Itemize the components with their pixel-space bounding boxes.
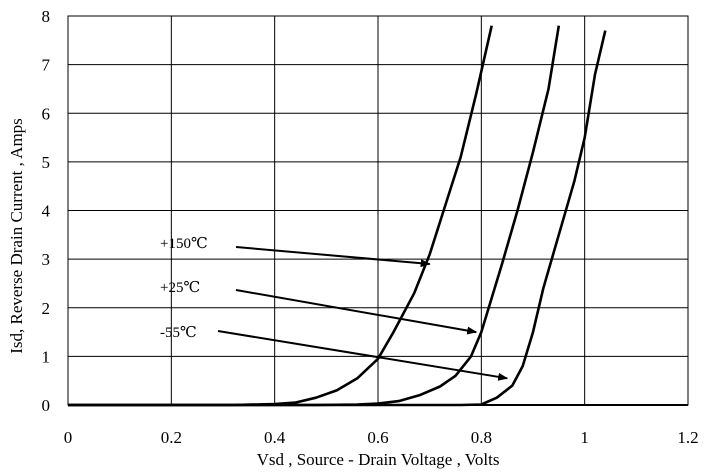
plot-frame [67, 15, 689, 406]
y-tick-label: 2 [42, 299, 51, 318]
annotation-label: +150℃ [160, 236, 208, 252]
x-tick-label: 1.2 [677, 428, 698, 447]
y-tick-label: 4 [42, 202, 51, 221]
series-line-1 [68, 25, 561, 407]
annotations: +150℃ +25℃ -55℃ [160, 236, 509, 381]
y-tick-label: 3 [42, 250, 51, 269]
series-line-2 [68, 30, 607, 407]
annotation-label: -55℃ [160, 325, 197, 341]
y-axis-title: Isd, Reverse Drain Current , Amps [7, 118, 26, 354]
x-tick-label: 0.2 [161, 428, 182, 447]
series-line-0 [68, 25, 493, 407]
x-tick-label: 0.8 [471, 428, 492, 447]
y-tick-label: 5 [42, 153, 51, 172]
y-tick-label: 6 [42, 104, 51, 123]
x-tick-label: 0 [64, 428, 73, 447]
series-group [68, 25, 607, 407]
x-tick-label: 0.4 [264, 428, 286, 447]
annotation-arrow [235, 246, 431, 268]
y-tick-label: 8 [42, 7, 51, 26]
annotation-arrow [235, 289, 478, 335]
x-axis: 0 0.2 0.4 0.6 0.8 1 1.2 [64, 428, 699, 447]
annotation-arrow [217, 330, 509, 381]
x-tick-label: 0.6 [367, 428, 388, 447]
y-tick-label: 0 [42, 396, 51, 415]
y-axis: 0 1 2 3 4 5 6 7 8 [42, 7, 51, 415]
y-tick-label: 7 [42, 56, 51, 75]
x-tick-label: 1 [580, 428, 589, 447]
y-tick-label: 1 [42, 347, 51, 366]
x-axis-title: Vsd , Source - Drain Voltage , Volts [257, 450, 500, 469]
annotation-label: +25℃ [160, 280, 200, 296]
